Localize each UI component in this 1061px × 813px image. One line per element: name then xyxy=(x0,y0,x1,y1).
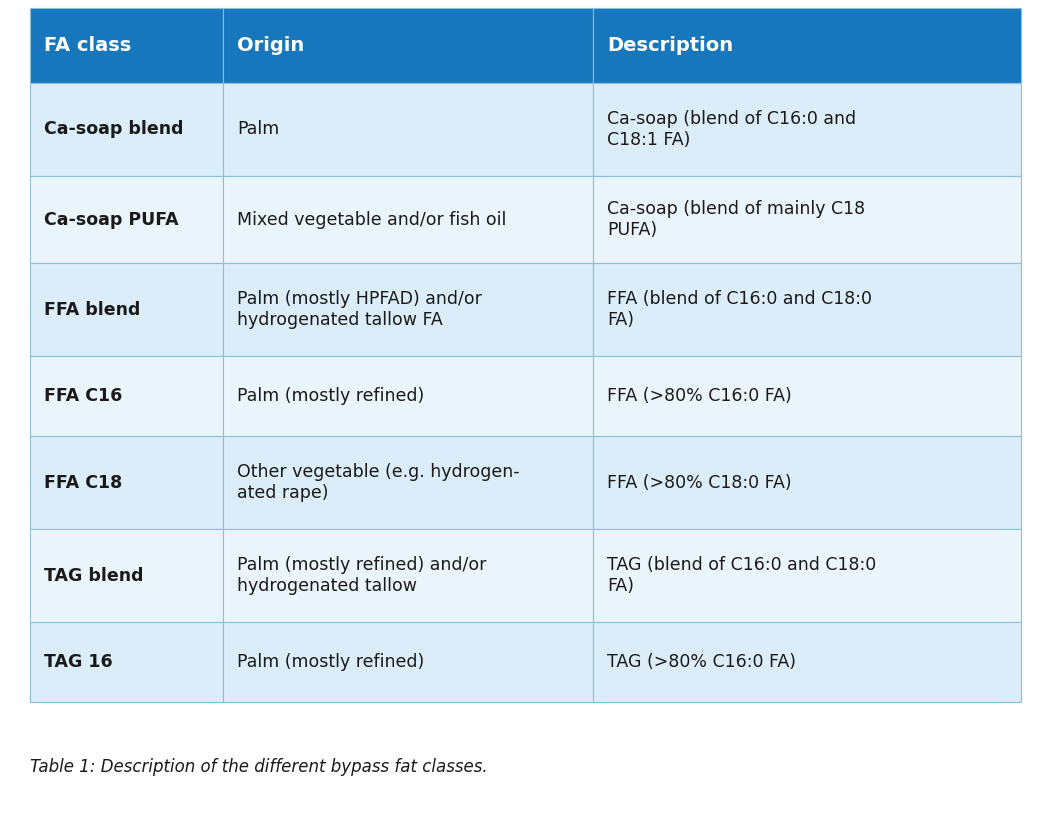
Text: Ca-soap PUFA: Ca-soap PUFA xyxy=(44,211,178,228)
Bar xyxy=(30,83,223,176)
Text: Table 1: Description of the different bypass fat classes.: Table 1: Description of the different by… xyxy=(30,758,488,776)
Bar xyxy=(30,356,223,436)
Bar xyxy=(30,263,223,356)
Bar xyxy=(223,83,593,176)
Text: Mixed vegetable and/or fish oil: Mixed vegetable and/or fish oil xyxy=(237,211,506,228)
Text: Other vegetable (e.g. hydrogen-
ated rape): Other vegetable (e.g. hydrogen- ated rap… xyxy=(237,463,520,502)
Text: Palm: Palm xyxy=(237,120,279,138)
Text: Palm (mostly refined) and/or
hydrogenated tallow: Palm (mostly refined) and/or hydrogenate… xyxy=(237,556,486,595)
Text: TAG (>80% C16:0 FA): TAG (>80% C16:0 FA) xyxy=(607,653,796,671)
Bar xyxy=(223,263,593,356)
Bar xyxy=(593,436,1021,529)
Text: FA class: FA class xyxy=(44,36,132,55)
Text: Ca-soap (blend of C16:0 and
C18:1 FA): Ca-soap (blend of C16:0 and C18:1 FA) xyxy=(607,110,856,149)
Text: TAG 16: TAG 16 xyxy=(44,653,112,671)
Text: FFA blend: FFA blend xyxy=(44,301,140,319)
Bar xyxy=(223,622,593,702)
Text: FFA (>80% C16:0 FA): FFA (>80% C16:0 FA) xyxy=(607,387,792,405)
Bar xyxy=(593,529,1021,622)
Bar xyxy=(593,356,1021,436)
Bar xyxy=(593,176,1021,263)
Bar xyxy=(223,436,593,529)
Bar xyxy=(30,529,223,622)
Text: Origin: Origin xyxy=(237,36,305,55)
Text: Palm (mostly HPFAD) and/or
hydrogenated tallow FA: Palm (mostly HPFAD) and/or hydrogenated … xyxy=(237,290,482,329)
Bar xyxy=(223,8,593,83)
Text: FFA C18: FFA C18 xyxy=(44,473,122,492)
Text: TAG (blend of C16:0 and C18:0
FA): TAG (blend of C16:0 and C18:0 FA) xyxy=(607,556,876,595)
Bar xyxy=(223,356,593,436)
Text: Palm (mostly refined): Palm (mostly refined) xyxy=(237,653,424,671)
Bar xyxy=(593,8,1021,83)
Text: FFA (>80% C18:0 FA): FFA (>80% C18:0 FA) xyxy=(607,473,792,492)
Bar xyxy=(30,8,223,83)
Text: Ca-soap blend: Ca-soap blend xyxy=(44,120,184,138)
Text: Palm (mostly refined): Palm (mostly refined) xyxy=(237,387,424,405)
Bar xyxy=(593,622,1021,702)
Bar xyxy=(30,176,223,263)
Bar xyxy=(223,176,593,263)
Bar xyxy=(30,436,223,529)
Text: FFA (blend of C16:0 and C18:0
FA): FFA (blend of C16:0 and C18:0 FA) xyxy=(607,290,872,329)
Bar xyxy=(223,529,593,622)
Bar xyxy=(593,263,1021,356)
Bar xyxy=(593,83,1021,176)
Text: TAG blend: TAG blend xyxy=(44,567,143,585)
Bar xyxy=(30,622,223,702)
Text: Description: Description xyxy=(607,36,733,55)
Text: Ca-soap (blend of mainly C18
PUFA): Ca-soap (blend of mainly C18 PUFA) xyxy=(607,200,865,239)
Text: FFA C16: FFA C16 xyxy=(44,387,122,405)
